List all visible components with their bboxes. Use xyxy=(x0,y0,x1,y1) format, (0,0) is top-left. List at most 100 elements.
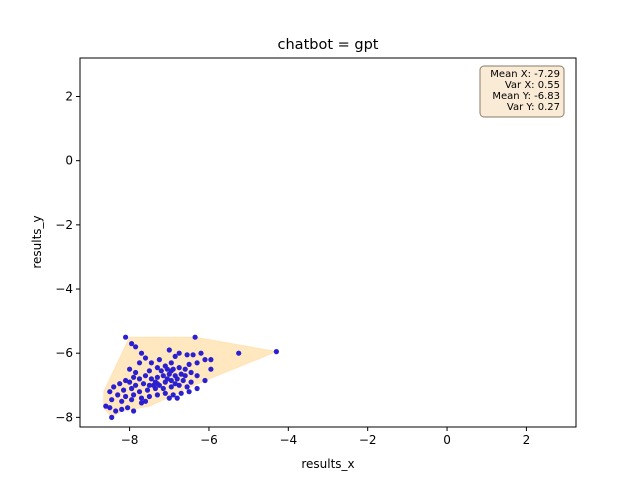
scatter-point xyxy=(146,368,152,374)
scatter-point xyxy=(113,408,119,414)
x-tick-label: −6 xyxy=(200,433,218,447)
stats-mean-y: Mean Y: -6.83 xyxy=(492,91,560,102)
scatter-point xyxy=(166,395,172,401)
scatter-point xyxy=(136,360,143,366)
scatter-point xyxy=(202,357,208,363)
scatter-point xyxy=(109,414,115,420)
scatter-point xyxy=(123,377,129,384)
scatter-point xyxy=(115,392,121,398)
scatter-point xyxy=(142,398,149,404)
scatter-point xyxy=(188,369,194,376)
scatter-point xyxy=(162,390,168,396)
stats-var-y: Var Y: 0.27 xyxy=(507,102,560,113)
x-axis-label: results_x xyxy=(301,457,354,471)
axes-frame xyxy=(79,57,577,428)
scatter-point xyxy=(180,377,186,384)
scatter-point xyxy=(178,390,184,396)
scatter-point xyxy=(168,368,174,374)
scatter-point xyxy=(188,379,194,385)
scatter-point xyxy=(127,366,133,372)
scatter-point xyxy=(136,376,143,382)
x-tick-label: 0 xyxy=(443,433,451,447)
scatter-point xyxy=(172,381,178,387)
scatter-point xyxy=(176,350,182,356)
scatter-point xyxy=(186,361,192,367)
y-tick-label: −8 xyxy=(55,410,73,424)
scatter-point xyxy=(131,408,137,414)
scatter-point xyxy=(127,379,133,385)
y-axis-ticks: −8 −6 −4 −2 0 2 xyxy=(55,90,80,424)
scatter-point xyxy=(178,371,184,377)
stats-box: Mean X: -7.29 Var X: 0.55 Mean Y: -6.83 … xyxy=(479,65,565,118)
scatter-point xyxy=(131,374,137,380)
scatter-point xyxy=(184,384,190,390)
y-axis-label: results_y xyxy=(30,215,44,268)
scatter-point xyxy=(119,406,125,412)
scatter-point xyxy=(138,395,145,401)
scatter-point xyxy=(154,365,160,371)
scatter-point xyxy=(194,373,200,379)
scatter-point xyxy=(168,360,174,366)
scatter-point xyxy=(133,382,139,388)
scatter-point xyxy=(136,389,143,395)
y-tick-label: −6 xyxy=(55,346,73,360)
scatter-point xyxy=(119,398,125,404)
scatter-point xyxy=(174,395,180,401)
scatter-point xyxy=(160,373,166,379)
scatter-point xyxy=(182,366,188,372)
scatter-point xyxy=(129,397,135,403)
scatter-point xyxy=(131,392,137,398)
x-tick-label: 2 xyxy=(523,433,531,447)
scatter-point xyxy=(138,350,145,356)
scatter-point xyxy=(273,349,279,355)
scatter-point xyxy=(156,382,162,388)
scatter-point xyxy=(172,353,178,359)
scatter-point xyxy=(117,381,123,387)
y-tick-label: 2 xyxy=(65,90,73,104)
scatter-point xyxy=(107,389,113,395)
scatter-point xyxy=(156,357,162,363)
x-tick-label: −8 xyxy=(121,433,139,447)
scatter-point xyxy=(129,385,135,392)
scatter-point xyxy=(133,369,139,376)
scatter-point xyxy=(190,352,196,358)
scatter-point xyxy=(194,385,200,392)
scatter-point xyxy=(121,387,127,393)
scatter-point xyxy=(170,392,176,398)
scatter-point xyxy=(182,373,188,379)
scatter-point xyxy=(164,376,170,382)
scatter-point xyxy=(148,360,154,366)
scatter-point xyxy=(142,373,149,379)
scatter-point xyxy=(158,368,164,374)
scatter-point xyxy=(144,387,151,393)
scatter-point xyxy=(123,334,129,340)
x-tick-label: −2 xyxy=(359,433,377,447)
scatter-point xyxy=(142,355,149,361)
scatter-point xyxy=(186,389,192,395)
y-tick-label: −4 xyxy=(55,282,73,296)
scatter-point xyxy=(150,382,156,388)
scatter-point xyxy=(140,381,147,387)
x-axis-ticks: −8 −6 −4 −2 0 2 xyxy=(121,427,530,447)
scatter-point xyxy=(184,352,190,358)
stats-box-background xyxy=(479,65,565,118)
y-tick-label: 0 xyxy=(65,154,73,168)
scatter-point xyxy=(154,374,160,380)
scatter-point xyxy=(109,397,115,403)
scatter-point xyxy=(154,392,160,398)
scatter-point xyxy=(146,382,152,388)
scatter-point xyxy=(194,360,200,366)
x-tick-label: −4 xyxy=(279,433,297,447)
scatter-point xyxy=(146,393,152,400)
scatter-point xyxy=(202,377,208,384)
plot-area xyxy=(103,334,279,420)
scatter-point xyxy=(129,341,135,347)
scatter-point xyxy=(168,384,174,390)
scatter-point xyxy=(208,366,214,372)
scatter-point xyxy=(174,376,180,382)
scatter-point xyxy=(103,403,109,409)
chart-title: chatbot = gpt xyxy=(278,37,379,53)
stats-mean-x: Mean X: -7.29 xyxy=(490,69,560,80)
scatter-point xyxy=(176,365,182,371)
